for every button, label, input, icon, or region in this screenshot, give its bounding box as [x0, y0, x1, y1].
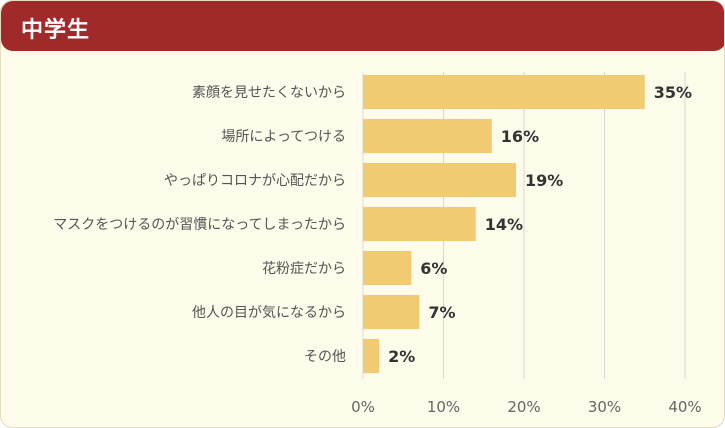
bar — [363, 339, 380, 373]
data-label: 35% — [654, 83, 692, 102]
bar — [363, 295, 420, 329]
x-tick-label: 20% — [507, 398, 540, 416]
category-label: 他人の目が気になるから — [192, 305, 346, 321]
category-label: その他 — [304, 349, 346, 365]
data-label: 6% — [420, 259, 447, 278]
data-label: 19% — [525, 171, 563, 190]
header-bar: 中学生 — [1, 1, 724, 51]
data-label: 16% — [501, 127, 539, 146]
category-label: マスクをつけるのが習慣になってしまったから — [53, 216, 346, 233]
category-label: 場所によってつける — [221, 129, 346, 145]
data-label: 2% — [388, 347, 415, 366]
bar — [363, 251, 412, 285]
bar — [363, 119, 492, 153]
x-tick-label: 10% — [427, 398, 460, 416]
x-tick-label: 30% — [588, 398, 621, 416]
x-tick-label: 0% — [351, 398, 375, 416]
bar — [363, 75, 645, 109]
bar — [363, 207, 476, 241]
x-tick-label: 40% — [668, 398, 701, 416]
data-label: 14% — [485, 215, 523, 234]
category-label: 素顔を見せたくないから — [192, 85, 346, 101]
data-label: 7% — [428, 303, 455, 322]
category-label: 花粉症だから — [262, 261, 346, 277]
page-title: 中学生 — [21, 18, 91, 43]
bar — [363, 163, 516, 197]
category-label: やっぱりコロナが心配だから — [164, 173, 346, 189]
